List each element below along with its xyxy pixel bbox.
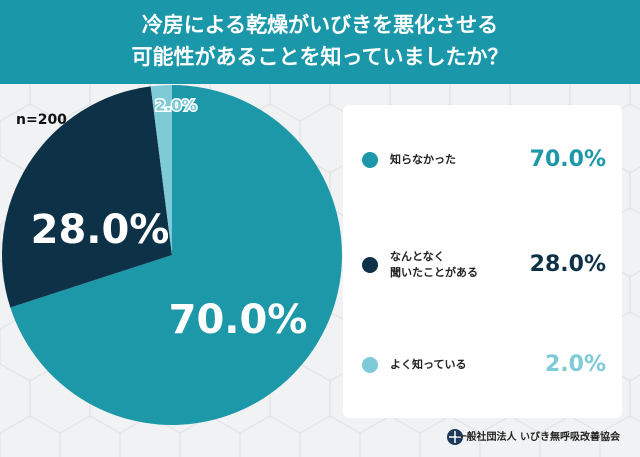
legend-label: 知らなかった	[389, 152, 456, 166]
sample-size: n=200	[16, 112, 67, 128]
legend-value: 2.0%	[545, 352, 606, 377]
legend-value: 28.0%	[530, 252, 606, 277]
chart-title: 冷房による乾燥がいびきを悪化させる可能性があることを知っていましたか？	[132, 13, 509, 69]
slice-label: 70.0%	[169, 297, 308, 343]
header	[0, 0, 640, 84]
pie-slice	[1, 86, 172, 308]
pie-slice	[150, 85, 172, 255]
slice-label: 28.0%	[31, 207, 170, 253]
legend-label: なんとなく聞いたことがある	[390, 250, 478, 279]
legend-marker	[362, 357, 378, 373]
pie-slice	[10, 85, 342, 425]
source-logo	[447, 429, 463, 445]
slice-label: 2.0%	[155, 97, 197, 115]
source: 一般社団法人 いびき無呼吸改善協会	[457, 430, 620, 443]
legend-card	[343, 105, 622, 418]
legend-marker	[362, 152, 378, 168]
legend-label: よく知っている	[390, 357, 466, 371]
legend-value: 70.0%	[530, 147, 606, 172]
legend-marker	[362, 257, 378, 273]
